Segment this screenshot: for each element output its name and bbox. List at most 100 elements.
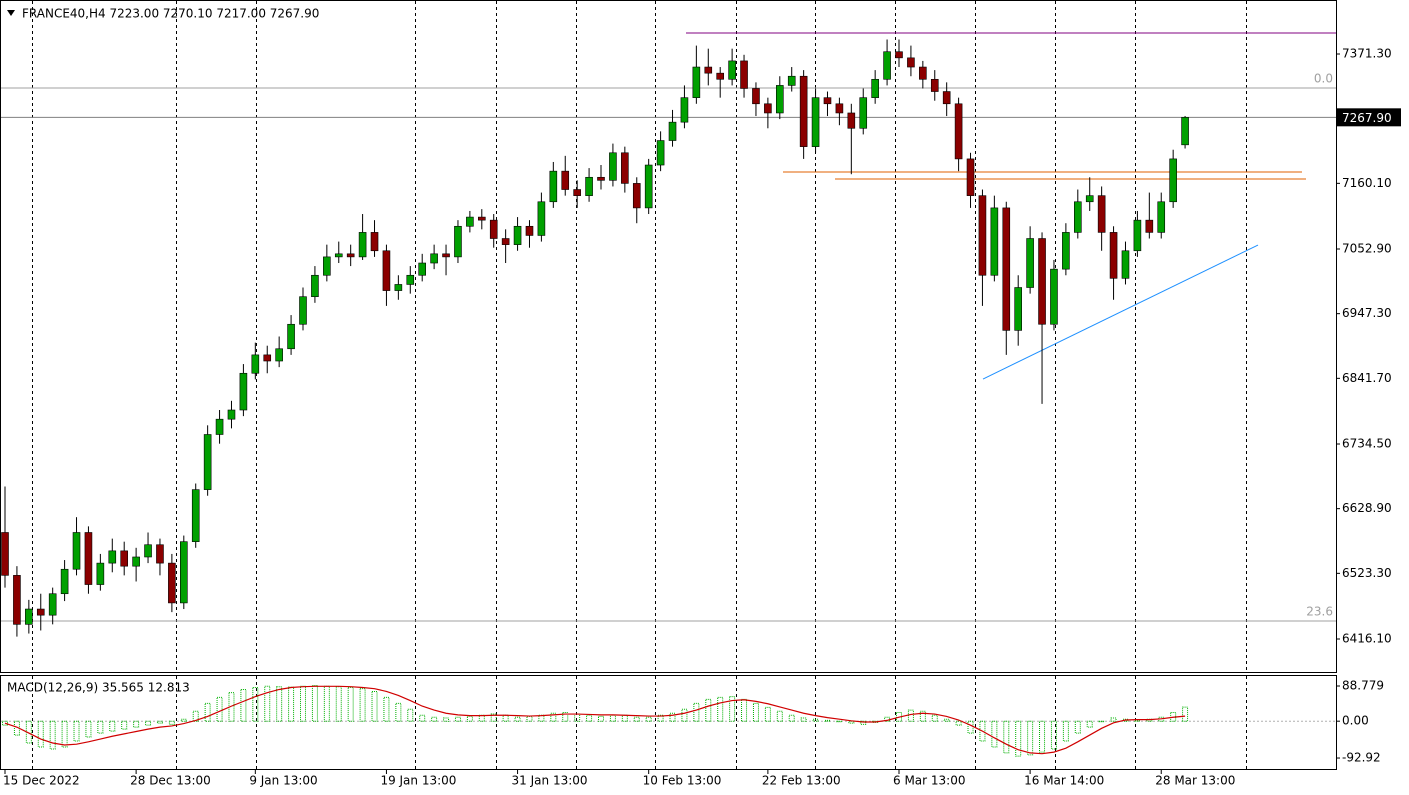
candle-body xyxy=(1169,158,1177,203)
macd-histogram-bar xyxy=(61,720,68,748)
candle-body xyxy=(811,97,820,147)
macd-histogram-bar xyxy=(1086,720,1093,728)
candle-body xyxy=(84,532,93,585)
candle-body xyxy=(787,75,796,86)
macd-histogram-bar xyxy=(550,712,557,722)
last-price-label: 7267.90 xyxy=(1342,111,1392,125)
candle-body xyxy=(644,164,653,209)
candle-body xyxy=(180,541,188,604)
macd-histogram-bar xyxy=(109,720,116,732)
macd-histogram-bar xyxy=(204,702,211,722)
candle-body xyxy=(895,51,903,59)
candle-body xyxy=(847,112,856,129)
candle-body xyxy=(1,532,9,576)
main-panel xyxy=(0,0,1337,673)
candle-body xyxy=(430,253,438,264)
macd-histogram-bar xyxy=(896,711,902,722)
candle-body xyxy=(370,232,379,252)
y-tick-label: 0.00 xyxy=(1342,714,1369,728)
candle-body xyxy=(382,250,391,291)
macd-histogram-bar xyxy=(1170,711,1177,722)
macd-histogram-bar xyxy=(264,685,271,722)
candle-body xyxy=(1002,207,1011,331)
candle-body xyxy=(1109,232,1118,279)
macd-histogram-bar xyxy=(979,720,986,742)
candle-body xyxy=(96,562,105,585)
macd-histogram-bar xyxy=(598,715,604,722)
macd-histogram-bar xyxy=(1027,720,1034,756)
candle-body xyxy=(835,103,844,114)
macd-histogram-bar xyxy=(681,708,688,722)
macd-histogram-bar xyxy=(812,718,819,722)
candle-body xyxy=(680,97,689,123)
macd-histogram-bar xyxy=(764,706,771,722)
candle-body xyxy=(203,434,212,490)
x-tick-label: 9 Jan 13:00 xyxy=(249,774,317,788)
candle-body xyxy=(668,121,677,141)
candle-body xyxy=(752,88,760,105)
candle-body xyxy=(72,532,81,570)
candle-body xyxy=(263,354,272,362)
y-tick-label: 7052.90 xyxy=(1342,241,1392,255)
macd-histogram-bar xyxy=(836,720,843,723)
candle-body xyxy=(799,75,808,147)
macd-histogram-bar xyxy=(562,711,569,722)
macd-histogram-bar xyxy=(240,688,247,722)
macd-histogram-bar xyxy=(276,686,283,722)
candle-body xyxy=(1062,232,1070,270)
macd-histogram-bar xyxy=(669,712,676,722)
candle-body xyxy=(358,232,367,258)
candle-body xyxy=(1050,268,1058,325)
symbol-header: FRANCE40,H4 7223.00 7270.10 7217.00 7267… xyxy=(22,7,319,21)
candle-body xyxy=(990,207,999,276)
candle-body xyxy=(966,158,975,196)
macd-histogram-bar xyxy=(311,685,318,722)
macd-histogram-bar xyxy=(1074,720,1081,734)
macd-histogram-bar xyxy=(729,696,736,722)
candle-body xyxy=(907,57,915,68)
candle-body xyxy=(597,176,605,181)
macd-histogram-bar xyxy=(991,720,998,748)
macd-histogram-bar xyxy=(919,710,926,722)
candle-body xyxy=(346,253,355,258)
macd-histogram-bar xyxy=(454,716,461,722)
macd-histogram-bar xyxy=(1182,706,1189,722)
macd-histogram-bar xyxy=(145,720,152,726)
candle-body xyxy=(239,372,248,411)
candle-body xyxy=(13,575,21,625)
candle-body xyxy=(1085,195,1094,203)
candle-body xyxy=(406,274,415,285)
candle-body xyxy=(740,60,748,89)
macd-histogram-bar xyxy=(407,708,414,722)
macd-histogram-bar xyxy=(37,720,44,748)
candle-body xyxy=(621,152,629,184)
candle-body xyxy=(704,66,713,74)
candle-body xyxy=(466,216,474,227)
candle-body xyxy=(251,354,260,374)
candle-body xyxy=(561,170,570,190)
macd-histogram-bar xyxy=(216,696,223,722)
candle-body xyxy=(477,216,486,221)
candle-body xyxy=(609,152,617,181)
x-tick-label: 19 Jan 13:00 xyxy=(380,774,456,788)
trendline xyxy=(982,244,1259,380)
macd-histogram-bar xyxy=(192,710,199,722)
y-tick-label: -92.92 xyxy=(1342,751,1381,765)
candle-body xyxy=(215,418,224,435)
macd-histogram-bar xyxy=(967,720,974,734)
fib-level-label: 23.6 xyxy=(1306,604,1333,618)
macd-histogram-bar xyxy=(13,720,20,736)
macd-histogram-bar xyxy=(657,714,664,722)
candle-body xyxy=(1181,117,1189,146)
y-tick-label: 7160.10 xyxy=(1342,176,1392,190)
candle-body xyxy=(775,85,784,114)
candle-body xyxy=(418,262,427,276)
candle-body xyxy=(489,219,498,239)
candle-body xyxy=(883,51,891,80)
macd-histogram-bar xyxy=(1134,719,1141,722)
candle-body xyxy=(692,66,701,98)
macd-histogram-bar xyxy=(633,716,640,722)
macd-histogram-bar xyxy=(466,715,473,722)
symbol-menu-icon[interactable] xyxy=(7,10,15,16)
